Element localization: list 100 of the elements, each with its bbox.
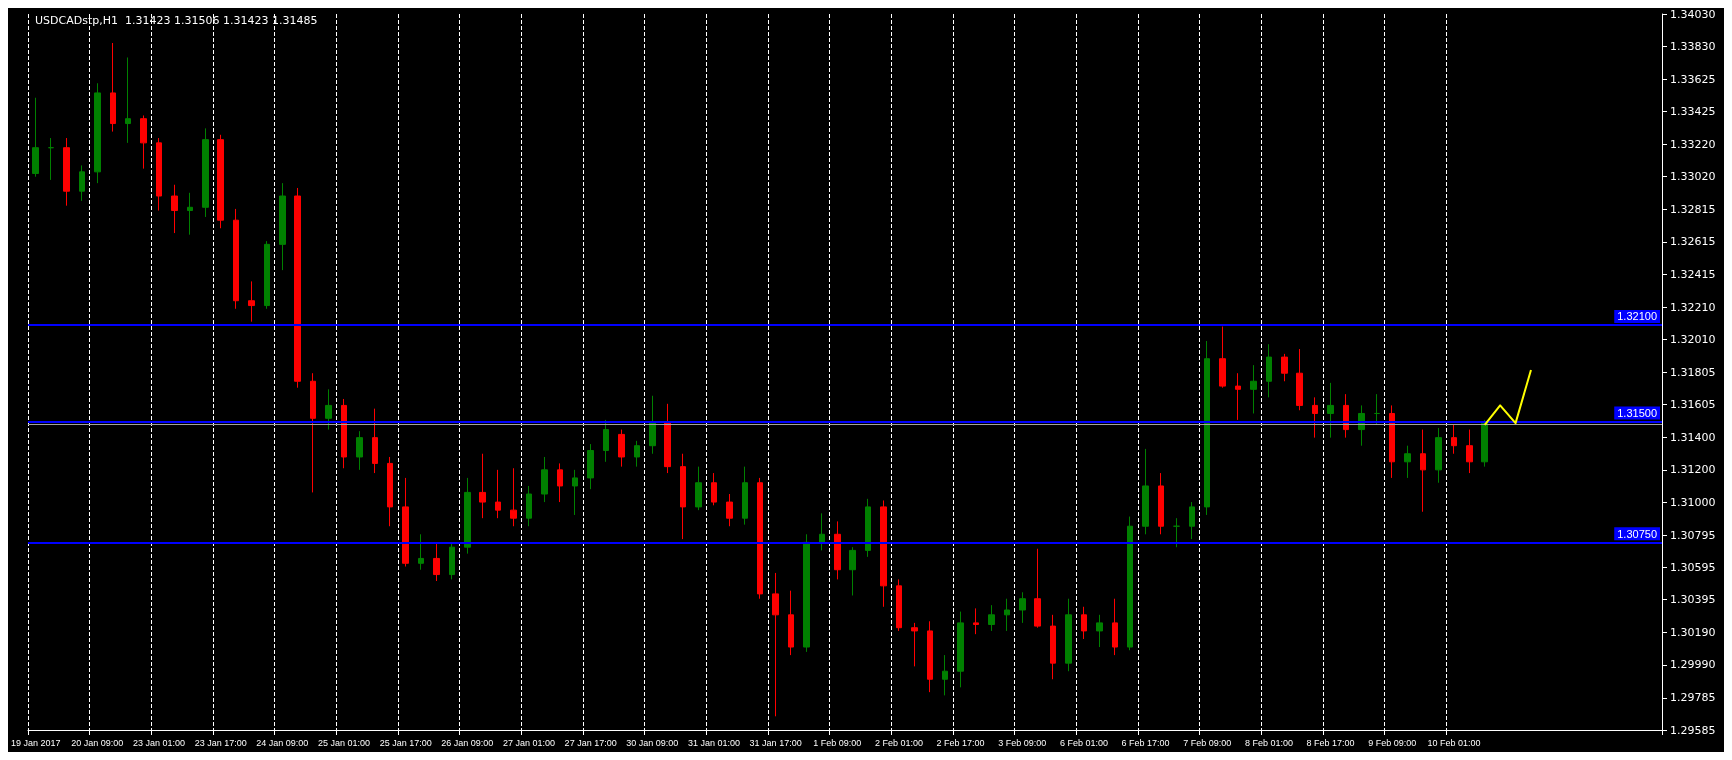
candlestick xyxy=(279,182,286,271)
ref-line-label: 1.31500 xyxy=(1617,407,1657,420)
x-tick-label: 2 Feb 17:00 xyxy=(936,737,985,748)
candlestick xyxy=(63,137,70,207)
candlestick xyxy=(1219,325,1226,389)
y-tick-label: 1.32210 xyxy=(1670,300,1716,314)
candlestick xyxy=(988,604,995,632)
candlestick xyxy=(1266,343,1272,398)
candlestick xyxy=(1050,614,1056,680)
candlestick xyxy=(341,398,347,469)
candlestick xyxy=(911,622,918,667)
x-tick-label: 20 Jan 09:00 xyxy=(71,737,124,748)
candlestick xyxy=(233,208,239,310)
x-tick-label: 25 Jan 17:00 xyxy=(379,737,432,748)
x-tick-label: 19 Jan 2017 xyxy=(10,737,61,748)
candlestick xyxy=(1096,614,1103,648)
candlestick xyxy=(94,82,101,184)
candlestick xyxy=(927,620,933,693)
candlestick xyxy=(433,541,440,582)
x-tick-label: 6 Feb 01:00 xyxy=(1059,737,1108,748)
candlestick xyxy=(1112,598,1118,656)
line-series xyxy=(1483,368,1532,426)
x-tick-label: 10 Feb 01:00 xyxy=(1427,737,1481,748)
x-tick-label: 8 Feb 01:00 xyxy=(1244,737,1293,748)
x-tick-label: 26 Jan 09:00 xyxy=(441,737,494,748)
x-tick-label: 25 Jan 01:00 xyxy=(317,737,371,748)
candlestick xyxy=(572,469,578,516)
candlestick xyxy=(680,453,686,540)
x-tick-label: 2 Feb 01:00 xyxy=(874,737,923,748)
x-tick-label: 9 Feb 09:00 xyxy=(1368,737,1417,748)
y-tick-label: 1.30190 xyxy=(1670,626,1716,640)
x-tick-label: 6 Feb 17:00 xyxy=(1121,737,1170,748)
y-tick-label: 1.29990 xyxy=(1670,658,1716,672)
chart-title: USDCADstp,H1 1.31423 1.31506 1.31423 1.31485 xyxy=(35,14,318,27)
candlestick xyxy=(742,466,748,526)
candlestick xyxy=(1235,372,1241,421)
candlestick xyxy=(1204,340,1210,516)
candlestick xyxy=(1327,382,1334,439)
candlestick xyxy=(711,472,717,506)
candlestick xyxy=(449,543,455,580)
x-tick-label: 24 Jan 09:00 xyxy=(256,737,309,748)
candlestick xyxy=(772,572,779,717)
candlestick xyxy=(1034,548,1041,629)
y-tick-label: 1.33830 xyxy=(1670,39,1716,53)
y-tick-label: 1.31805 xyxy=(1670,365,1716,379)
candlestick xyxy=(1081,606,1087,640)
y-tick-label: 1.34030 xyxy=(1670,7,1716,21)
candlestick xyxy=(541,456,548,503)
y-tick-label: 1.32815 xyxy=(1670,203,1716,217)
candlestick xyxy=(1127,516,1133,651)
candlestick xyxy=(603,419,609,463)
x-tick-label: 27 Jan 01:00 xyxy=(502,737,555,748)
y-tick-label: 1.29585 xyxy=(1670,723,1716,737)
candlestick xyxy=(1065,598,1072,672)
candlestick xyxy=(942,654,948,696)
candlestick xyxy=(834,520,841,580)
y-tick-label: 1.30795 xyxy=(1670,528,1716,542)
x-tick-label: 3 Feb 09:00 xyxy=(998,737,1047,748)
candlestick xyxy=(387,456,393,527)
candlestick xyxy=(264,240,270,310)
candlestick xyxy=(1019,591,1026,624)
candlestick xyxy=(464,477,471,555)
candlestick xyxy=(1451,424,1457,455)
y-tick-label: 1.31000 xyxy=(1670,495,1716,509)
candlestick xyxy=(1142,448,1149,535)
y-tick-label: 1.33020 xyxy=(1670,170,1716,184)
candlestick xyxy=(664,403,671,474)
candlestick xyxy=(726,493,733,527)
y-tick-label: 1.30395 xyxy=(1670,593,1716,607)
candlestick xyxy=(819,512,825,551)
candlestick xyxy=(202,127,209,218)
candlestick xyxy=(803,533,810,653)
candlestick xyxy=(757,477,763,600)
x-tick-label: 31 Jan 17:00 xyxy=(749,737,802,748)
candlestick xyxy=(957,611,964,688)
candlestick xyxy=(1481,419,1488,468)
y-tick-label: 1.32010 xyxy=(1670,332,1716,346)
ref-line-label: 1.30750 xyxy=(1617,527,1657,540)
y-tick-label: 1.30595 xyxy=(1670,560,1716,574)
candlestick xyxy=(479,453,486,519)
candlestick xyxy=(325,388,332,431)
candlestick xyxy=(849,546,856,596)
x-tick-label: 27 Jan 17:00 xyxy=(564,737,617,748)
candlestick xyxy=(372,408,378,474)
ref-line-label: 1.32100 xyxy=(1617,310,1657,323)
candlestick xyxy=(248,280,255,323)
candlestick xyxy=(510,467,517,527)
candlestick xyxy=(1189,501,1195,540)
x-tick-label: 31 Jan 01:00 xyxy=(687,737,740,748)
candlestick xyxy=(1404,445,1411,479)
candlestick xyxy=(32,97,39,178)
candlestick xyxy=(1296,348,1303,411)
candlestick xyxy=(217,134,224,229)
candlestick xyxy=(402,477,409,567)
candlestick xyxy=(356,430,363,471)
candlestick xyxy=(48,137,54,181)
candlestick xyxy=(1389,404,1395,479)
candlestick xyxy=(495,469,501,519)
x-tick-label: 8 Feb 17:00 xyxy=(1306,737,1355,748)
x-tick-label: 23 Jan 17:00 xyxy=(194,737,247,748)
